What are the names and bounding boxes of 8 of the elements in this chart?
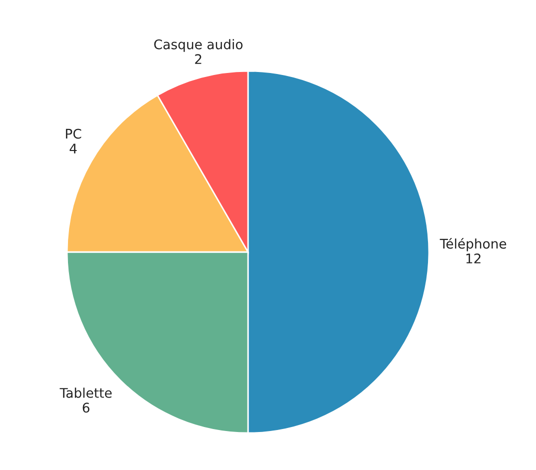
slice-label: Casque audio: [154, 39, 243, 52]
data-label: 12: [466, 254, 480, 264]
slice-label: Tablette: [60, 388, 112, 398]
data-label: 4: [70, 144, 77, 154]
data-label: 2: [195, 54, 202, 64]
slice-label: PC: [66, 128, 82, 139]
slice-label: Téléphone: [440, 238, 506, 252]
data-label: 6: [82, 402, 90, 413]
